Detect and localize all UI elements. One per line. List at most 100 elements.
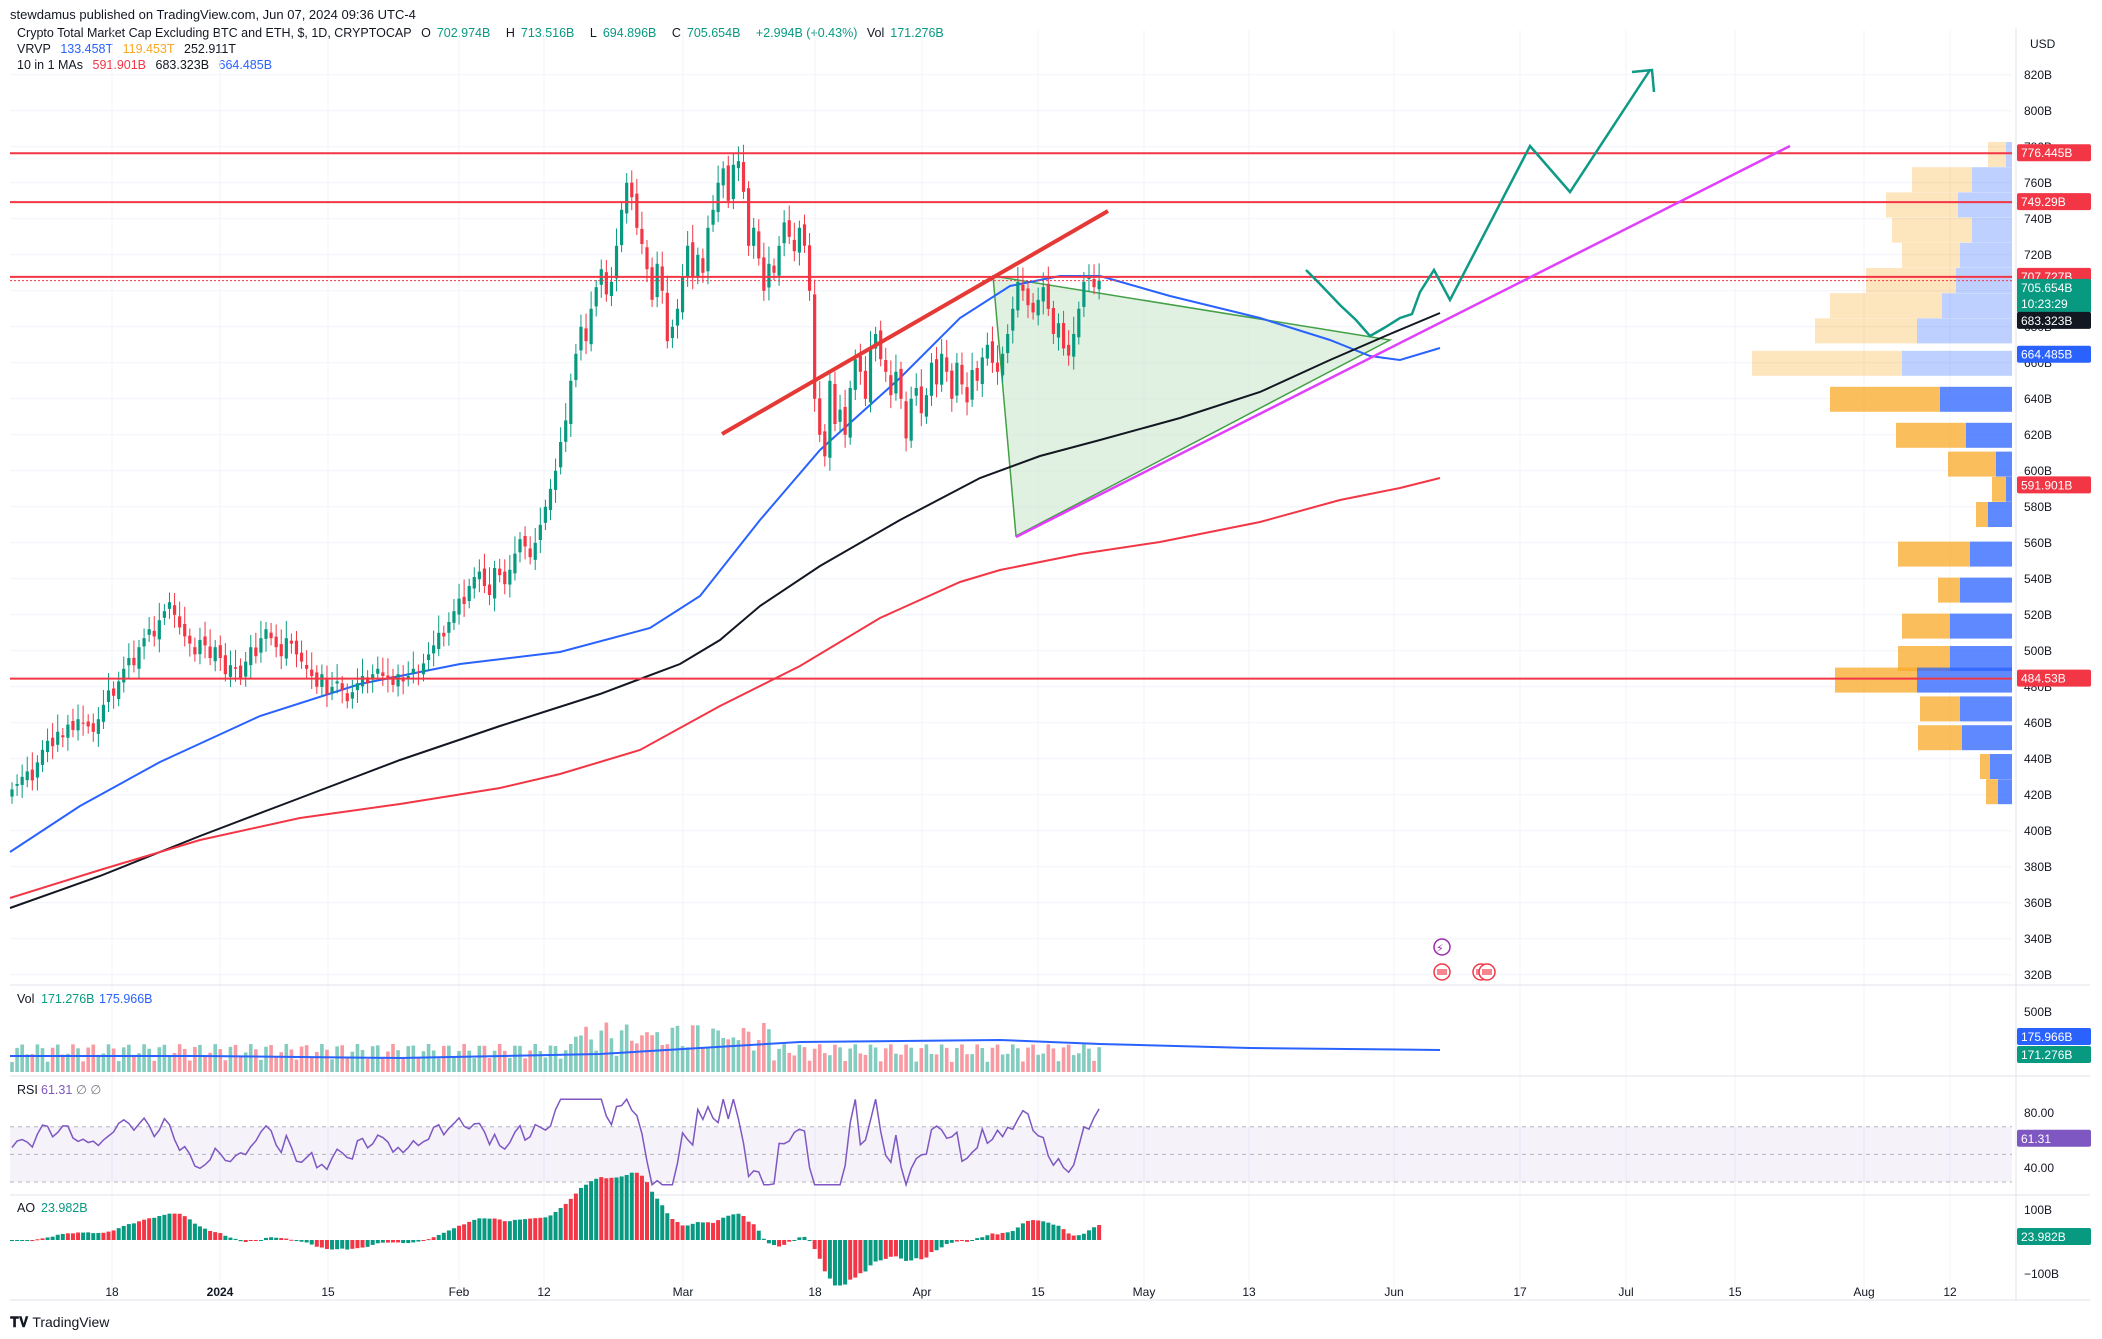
ao-bar <box>980 1237 985 1240</box>
volume-bar <box>279 1052 284 1072</box>
volume-bar <box>660 1045 665 1072</box>
ao-bar <box>716 1220 721 1240</box>
support-trendline <box>1015 144 1791 539</box>
candles <box>10 144 1101 804</box>
ao-bar <box>990 1233 995 1240</box>
ma-legend[interactable]: 10 in 1 MAs 591.901B 683.323B 664.485B <box>17 58 278 72</box>
candle-down <box>91 723 95 732</box>
ma-label: 10 in 1 MAs <box>17 58 84 72</box>
volume-pane <box>10 1022 1441 1072</box>
volume-bar <box>701 1047 705 1072</box>
volume-bar <box>45 1061 50 1072</box>
candle-up <box>66 724 70 738</box>
drawings[interactable] <box>720 68 1791 539</box>
rsi-line <box>11 1097 1100 1188</box>
candle-up <box>101 704 106 722</box>
candle-down <box>1026 288 1030 306</box>
ao-bar <box>518 1219 522 1240</box>
event-markers[interactable]: ⚡ <box>1433 938 1496 981</box>
ao-bar <box>1092 1227 1097 1240</box>
ma-tag-bg <box>2017 476 2091 494</box>
volume-bar <box>533 1044 538 1072</box>
volume-profile-bar-up <box>1958 192 2012 218</box>
candle-up <box>564 420 568 442</box>
volume-profile-bar-up <box>1942 293 2012 319</box>
candle-up <box>335 681 339 684</box>
volume-bar <box>1061 1047 1066 1072</box>
candle-up <box>924 395 928 417</box>
volume-bar <box>264 1046 268 1072</box>
ao-bar <box>634 1172 639 1240</box>
candle-down <box>635 193 639 228</box>
ao-bar <box>10 1240 14 1241</box>
volume-profile-bar-up <box>1917 318 2012 344</box>
candle-down <box>757 231 761 259</box>
candle-down <box>233 667 238 669</box>
candle-down <box>843 407 847 435</box>
ao-bar <box>878 1240 883 1261</box>
candle-up <box>533 542 537 560</box>
candle-down <box>1051 308 1055 334</box>
ao-bar <box>655 1198 660 1240</box>
candle-up <box>157 620 161 640</box>
volume-bar <box>721 1038 725 1072</box>
volume-bar <box>406 1046 411 1072</box>
price-axis[interactable]: 320B340B360B380B400B420B440B460B480B500B… <box>2017 37 2091 1281</box>
ao-bar <box>223 1235 228 1240</box>
volume-bar <box>294 1059 299 1072</box>
candle-up <box>127 658 131 666</box>
ao-bar <box>548 1215 553 1240</box>
ma-tag: 683.323B <box>2021 314 2072 328</box>
ao-bar <box>512 1219 517 1240</box>
ao-bar <box>563 1203 568 1240</box>
volume-bar <box>284 1044 289 1072</box>
rsi-pane-label: RSI <box>17 1083 38 1097</box>
candle-up <box>1072 334 1076 357</box>
volume-bar <box>350 1051 355 1072</box>
candle-up <box>1082 281 1086 307</box>
volume-profile-bar-down <box>1815 318 1917 344</box>
ao-bar <box>385 1240 390 1243</box>
volume-bar <box>960 1044 964 1072</box>
candle-up <box>249 647 253 666</box>
candle-up <box>914 388 918 396</box>
candle-up <box>96 719 100 734</box>
resistance-trendline <box>720 209 1110 436</box>
candle-down <box>269 632 273 639</box>
vrvp-legend[interactable]: VRVP 133.458T 119.453T 252.911T <box>17 42 242 56</box>
ao-bar <box>868 1240 873 1266</box>
price-tick: 540B <box>2024 572 2052 586</box>
symbol-title[interactable]: Crypto Total Market Cap Excluding BTC an… <box>17 26 412 40</box>
lightning-event-icon <box>1433 938 1451 956</box>
ao-bar <box>203 1228 208 1240</box>
ao-bar <box>1086 1230 1091 1240</box>
volume-bar <box>1051 1048 1056 1072</box>
candle-down <box>239 665 243 678</box>
volume-bar <box>55 1044 60 1072</box>
candle-up <box>213 647 217 662</box>
volume-bar <box>193 1047 197 1072</box>
candle-up <box>614 245 619 279</box>
volume-bar <box>198 1044 202 1072</box>
candle-down <box>386 675 390 680</box>
tradingview-brand[interactable]: 𝐓𝐕 TradingView <box>10 1314 110 1331</box>
volume-bar <box>1082 1044 1086 1072</box>
ma-tag-bg <box>2017 311 2091 329</box>
volume-profile-bar-down <box>1898 541 1970 567</box>
volume-bar <box>899 1054 903 1072</box>
horizontal-levels[interactable] <box>10 152 2012 680</box>
chart-header: stewdamus published on TradingView.com, … <box>0 0 2102 30</box>
ao-bar <box>121 1225 126 1240</box>
time-axis[interactable]: 18 2024 15 Feb 12 Mar 18 Apr 15 May 13 Jun 17 Jul 15 Au… <box>105 1285 1957 1299</box>
volume-profile-bar-down <box>1902 242 1960 268</box>
ao-bar <box>1005 1232 1010 1240</box>
candle-up <box>198 640 202 655</box>
candle-up <box>711 209 715 225</box>
candle-down <box>604 272 608 295</box>
candle-up <box>609 281 614 297</box>
ao-bar <box>101 1232 106 1240</box>
ao-bar <box>106 1231 111 1240</box>
candle-down <box>960 364 964 385</box>
time-tick: 12 <box>537 1285 551 1299</box>
